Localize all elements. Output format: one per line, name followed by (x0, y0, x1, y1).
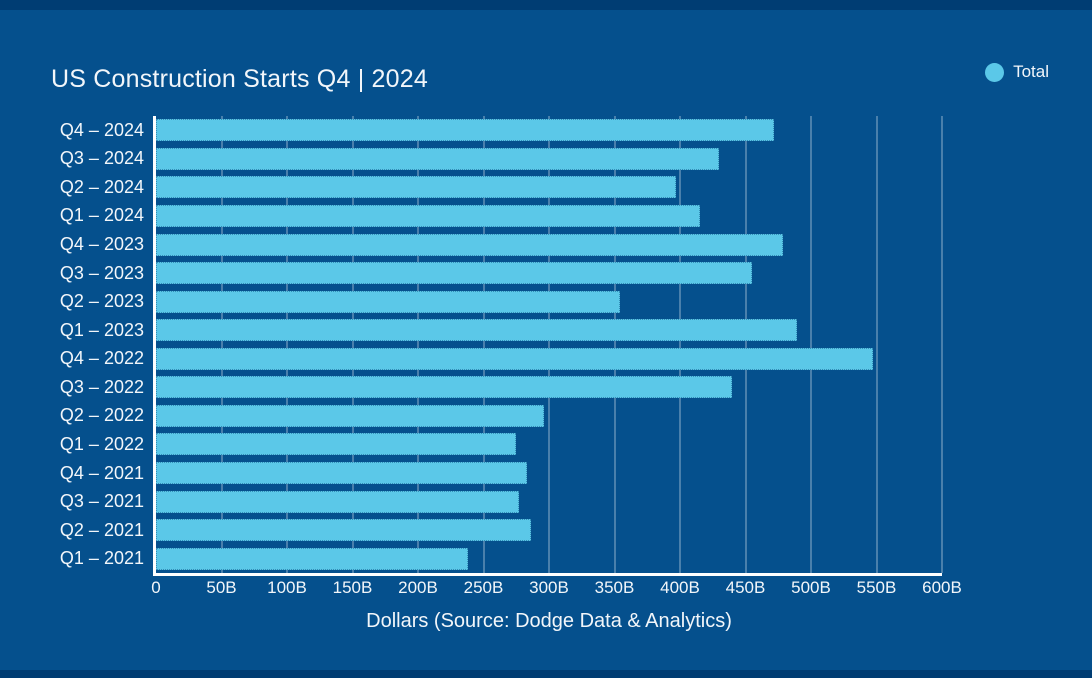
x-axis-tick-label: 500B (791, 578, 831, 597)
bar-q2-2023[interactable] (156, 290, 620, 313)
y-axis-label: Q3 – 2023 (59, 262, 144, 283)
y-axis-label: Q2 – 2024 (59, 176, 144, 197)
legend-label: Total (1013, 62, 1049, 81)
y-axis-label: Q1 – 2023 (59, 319, 144, 340)
legend-item-total[interactable]: Total (985, 62, 1049, 82)
gridline (679, 116, 681, 573)
x-axis-tick-label: 150B (332, 578, 373, 597)
gridline (875, 116, 878, 573)
y-axis-label: Q1 – 2021 (59, 548, 144, 569)
x-axis-tick-label: 250B (463, 578, 504, 597)
bar-q2-2022[interactable] (156, 404, 544, 427)
bar-row (156, 145, 942, 174)
y-axis-label: Q3 – 2022 (59, 376, 144, 397)
bar-row (156, 373, 942, 402)
gridline (482, 116, 485, 573)
plot-area (153, 116, 943, 576)
gridline (286, 116, 288, 573)
y-axis-label: Q3 – 2024 (59, 148, 144, 169)
bar-q4-2024[interactable] (156, 119, 775, 142)
x-axis-tick-label: 400B (660, 578, 700, 597)
bar-row (156, 287, 942, 316)
x-axis-tick-label: 600B (922, 578, 962, 597)
y-axis-label: Q2 – 2022 (59, 405, 144, 426)
bar-rows (156, 116, 942, 573)
bar-q1-2022[interactable] (156, 433, 517, 456)
bar-row (156, 402, 942, 431)
x-axis-tick-label: 200B (398, 578, 438, 597)
bar-q3-2021[interactable] (156, 490, 519, 513)
bar-row (156, 316, 942, 345)
y-axis-label: Q4 – 2023 (59, 234, 144, 255)
bar-row (156, 173, 942, 202)
bar-q1-2021[interactable] (156, 547, 468, 570)
x-axis-tick-label: 100B (267, 578, 307, 597)
y-axis-label: Q1 – 2022 (59, 433, 144, 454)
x-axis-tick-label: 550B (856, 578, 897, 597)
y-axis-label: Q4 – 2021 (59, 462, 144, 483)
x-axis-tick-label: 300B (529, 578, 569, 597)
y-axis-labels: Q4 – 2024 Q3 – 2024 Q2 – 2024 Q1 – 2024 Q4 –… (0, 116, 144, 573)
bar-row (156, 259, 942, 288)
bar-q3-2022[interactable] (156, 376, 733, 399)
gridline (613, 116, 616, 573)
gridline (744, 116, 747, 573)
y-axis-label: Q4 – 2022 (59, 348, 144, 369)
bar-q2-2021[interactable] (156, 519, 531, 542)
bar-q4-2021[interactable] (156, 462, 527, 485)
bar-q1-2024[interactable] (156, 204, 700, 227)
bar-q4-2023[interactable] (156, 233, 784, 256)
x-axis-tick-label: 350B (594, 578, 635, 597)
bar-q2-2024[interactable] (156, 176, 677, 199)
y-axis-label: Q2 – 2021 (59, 519, 144, 540)
x-axis-tick-label: 450B (725, 578, 766, 597)
y-axis-label: Q2 – 2023 (59, 291, 144, 312)
bar-q3-2023[interactable] (156, 262, 753, 285)
bar-q4-2022[interactable] (156, 347, 873, 370)
x-axis-line (153, 573, 942, 576)
bar-row (156, 544, 942, 573)
bar-q3-2024[interactable] (156, 147, 720, 170)
gridline (810, 116, 812, 573)
bar-row (156, 202, 942, 231)
bar-row (156, 516, 942, 545)
chart-panel: US Construction Starts Q4 | 2024 Total Q… (0, 10, 1092, 670)
gridline (941, 116, 943, 573)
bar-row (156, 459, 942, 488)
bar-row (156, 116, 942, 145)
y-axis-label: Q4 – 2024 (59, 119, 144, 140)
bar-row (156, 487, 942, 516)
y-axis-label: Q3 – 2021 (59, 491, 144, 512)
bar-q1-2023[interactable] (156, 319, 797, 342)
gridline (351, 116, 354, 573)
y-axis-label: Q1 – 2024 (59, 205, 144, 226)
gridline (417, 116, 419, 573)
bar-row (156, 345, 942, 374)
gridline (220, 116, 223, 573)
gridline (548, 116, 550, 573)
bar-row (156, 230, 942, 259)
x-axis-tick-label: 0 (151, 578, 161, 597)
chart-title: US Construction Starts Q4 | 2024 (51, 65, 428, 93)
bar-row (156, 430, 942, 459)
legend-swatch-icon (985, 62, 1005, 82)
x-axis-title: Dollars (Source: Dodge Data & Analytics) (366, 610, 732, 632)
x-axis-tick-label: 50B (206, 578, 237, 597)
x-axis-tick-labels: 0 50B 100B 150B 200B 250B 300B 350B 400B 450B 500B… (151, 578, 962, 600)
y-axis-line (153, 116, 156, 576)
